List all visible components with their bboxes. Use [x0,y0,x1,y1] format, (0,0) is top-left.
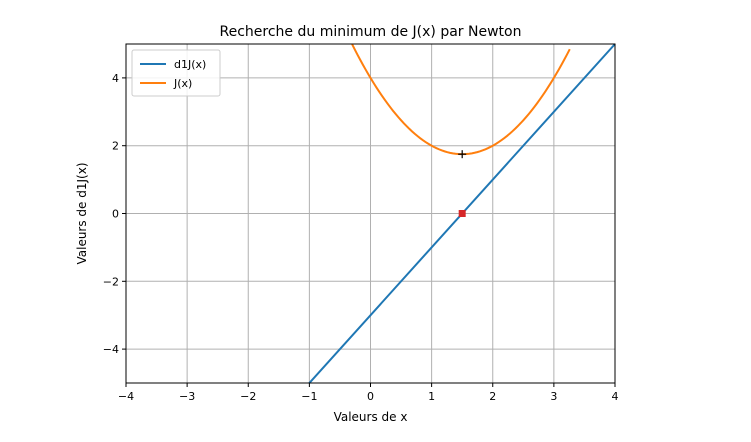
y-axis-label: Valeurs de d1J(x) [75,162,89,264]
x-tick-label: −3 [179,390,195,403]
legend-label: J(x) [173,77,192,90]
series-line-J(x) [351,43,571,156]
x-tick-label: 2 [489,390,496,403]
x-tick-label: −2 [240,390,256,403]
x-axis-label: Valeurs de x [334,410,408,424]
legend-label: d1J(x) [174,58,206,71]
x-tick-label: −1 [301,390,317,403]
y-tick-label: 0 [112,208,119,221]
marker-plus [458,150,467,159]
legend-box [131,49,221,97]
y-tick-label: −2 [103,275,119,288]
y-tick-label: −4 [103,343,119,356]
x-tick-label: 1 [428,390,435,403]
chart-title: Recherche du minimum de J(x) par Newton [220,24,522,40]
x-tick-label: −4 [118,390,134,403]
x-axis: −4 −3 −2 −1 0 1 2 3 4 [118,383,619,403]
x-tick-label: 4 [612,390,619,403]
y-axis: −4 −2 0 2 4 [103,72,126,356]
y-tick-label: 2 [112,140,119,153]
x-tick-label: 0 [367,390,374,403]
marker-square [458,210,466,217]
y-tick-label: 4 [112,72,119,85]
x-tick-label: 3 [550,390,557,403]
legend: d1J(x) J(x) [131,49,221,97]
markers-layer [458,150,467,217]
